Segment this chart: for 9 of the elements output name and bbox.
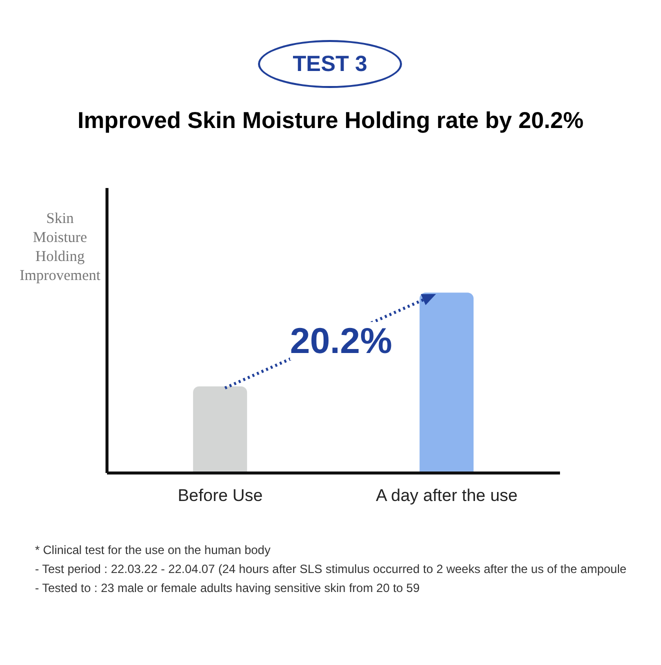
chart-subtitle: TEST 3 [292, 51, 368, 77]
x-tick-label: Before Use [178, 486, 263, 506]
x-tick-label: A day after the use [376, 486, 518, 506]
y-axis-title: Skin Moisture Holding Improvement [18, 210, 102, 286]
text: * Clinical test for the use on the human body [35, 542, 272, 559]
chart-title: Improved Skin Moisture Holding rate by 20.2% [76, 107, 585, 134]
text: - Test period : 22.03.22 - 22.04.07 (24 hours after SLS stimulus occurred to 2 weeks after the us of the ampoule [35, 561, 626, 578]
annotation: 20.2% [290, 320, 392, 361]
text: - Tested to : 23 male or female adults having sensitive skin from 20 to 59 [35, 580, 421, 597]
